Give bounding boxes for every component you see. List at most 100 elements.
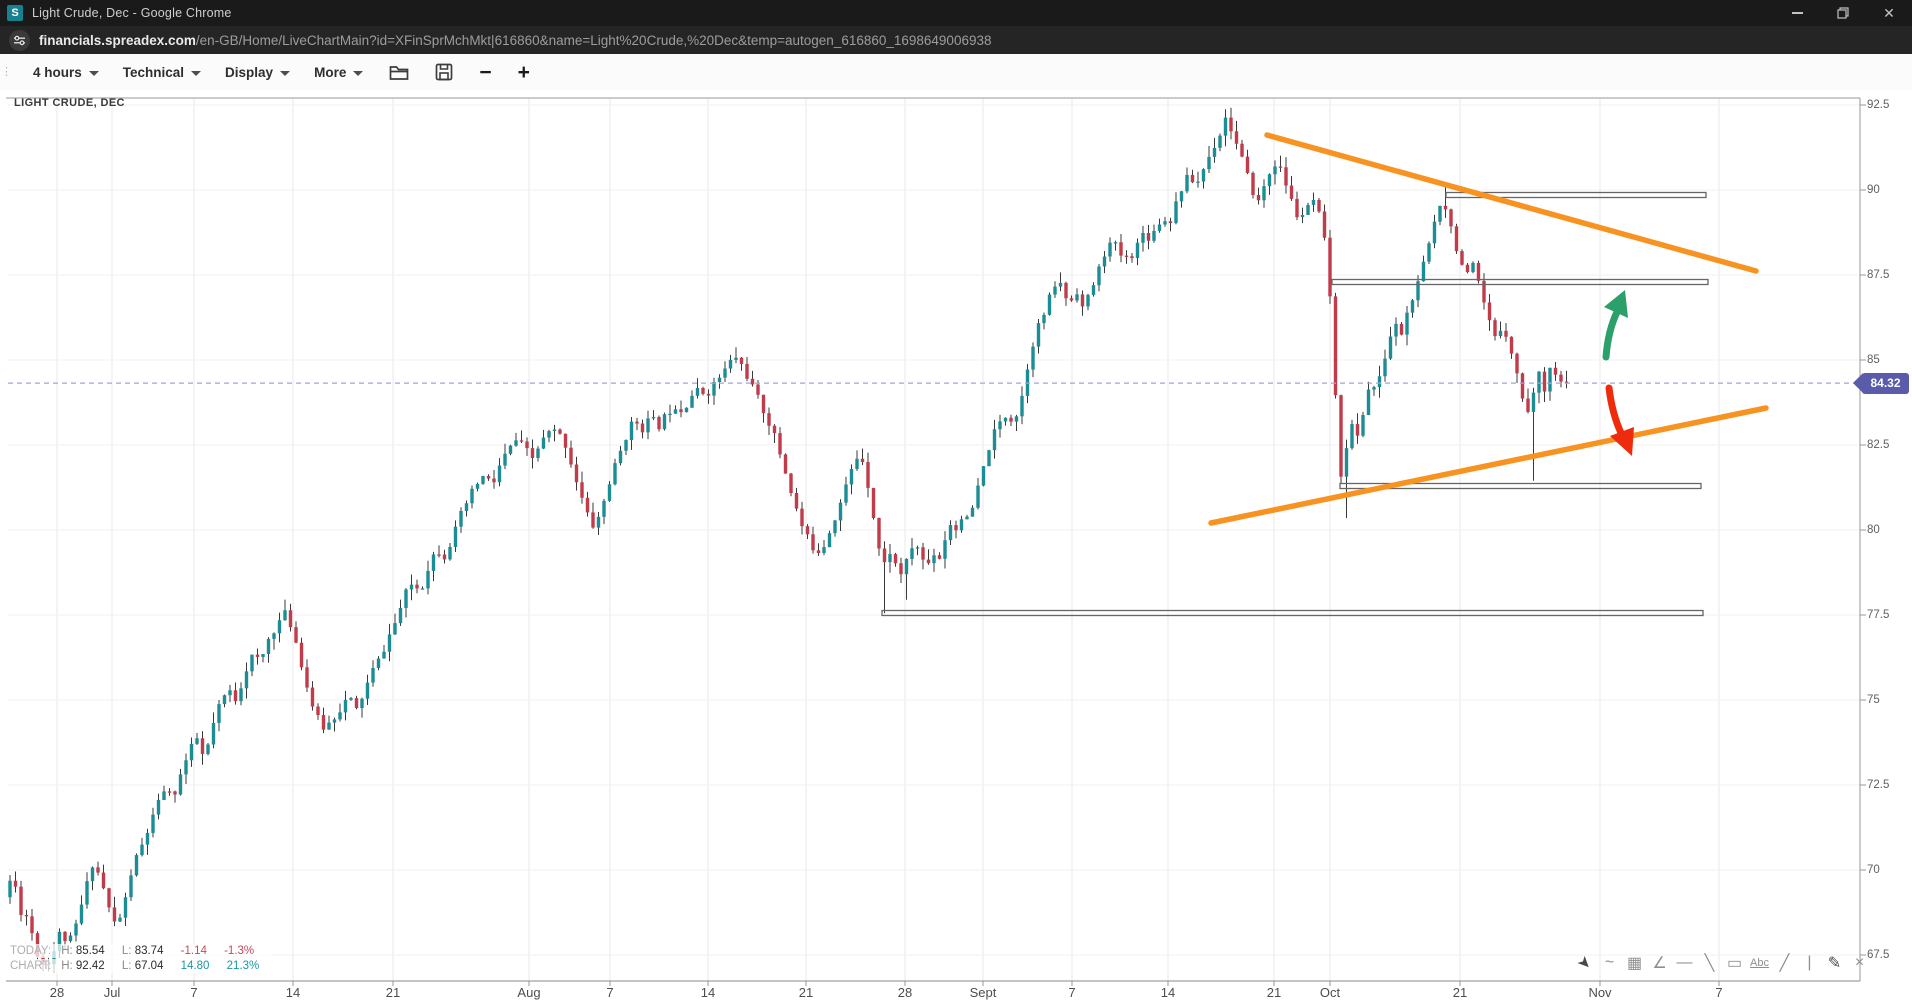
close-button[interactable]: ✕ (1866, 0, 1912, 26)
x-axis-label: 21 (385, 985, 401, 1000)
last-price-value: 84.32 (1870, 376, 1901, 390)
x-axis-label: 7 (1715, 985, 1723, 1000)
x-axis-label: 7 (606, 985, 614, 1000)
y-axis-label: 72.5 (1867, 778, 1890, 791)
today-change-pct: -1.3% (224, 945, 255, 957)
url-path: /en-GB/Home/LiveChartMain?id=XFinSprMchM… (195, 32, 992, 48)
save-chart-button[interactable] (435, 63, 453, 81)
today-low-value: 83.74 (134, 945, 164, 957)
chart-range-pct: 21.3% (226, 960, 260, 972)
level-box (1339, 482, 1702, 490)
x-axis-label: Aug (517, 985, 541, 1000)
drag-handle[interactable]: ⋮ (1, 66, 12, 78)
open-chart-button[interactable] (389, 63, 409, 81)
x-axis-label: 7 (1068, 985, 1076, 1000)
restore-icon (1837, 7, 1849, 19)
grid-tool[interactable]: ▦ (1626, 955, 1643, 972)
curve-tool[interactable]: ~ (1604, 954, 1615, 971)
x-axis-label: 7 (190, 985, 198, 1000)
segment-tool[interactable]: ╲ (1704, 955, 1715, 972)
y-axis-label: 85 (1867, 353, 1880, 366)
x-axis-label: 28 (49, 985, 65, 1000)
trend-fan-tool[interactable]: ∠ (1652, 955, 1667, 972)
high-prefix: H: (61, 960, 73, 972)
site-settings-icon[interactable] (9, 29, 30, 51)
x-axis-label: 21 (1266, 985, 1282, 1000)
x-axis-label: 21 (1452, 985, 1468, 1000)
y-axis-label: 77.5 (1867, 608, 1890, 621)
chart-low-value: 67.04 (134, 960, 164, 972)
chevron-down-icon (88, 70, 99, 76)
low-prefix: L: (121, 960, 132, 972)
y-axis-label: 80 (1867, 523, 1880, 536)
url-text[interactable]: financials.spreadex.com/en-GB/Home/LiveC… (39, 33, 991, 48)
ruler-tool[interactable]: ✎ (1827, 955, 1842, 972)
y-axis-label: 75 (1867, 693, 1880, 706)
close-icon: ✕ (1883, 5, 1895, 21)
chart-high-value: 92.42 (75, 960, 105, 972)
up-arrowhead (1604, 290, 1628, 318)
x-axis-label: 14 (285, 985, 301, 1000)
technical-dropdown[interactable]: Technical (122, 64, 202, 80)
x-axis-label: Oct (1319, 985, 1341, 1000)
clear-drawings-tool[interactable]: × (1854, 954, 1865, 971)
y-axis-label: 70 (1867, 863, 1880, 876)
open-folder-icon (389, 66, 409, 80)
chart-label: CHART: (10, 960, 52, 972)
drawing-toolbar: ➤ ~ ▦ ∠ — ╲ ▭ Abc ╱ | ✎ × (1572, 950, 1872, 976)
zoom-out-button[interactable]: − (479, 60, 492, 84)
instrument-label: LIGHT CRUDE, DEC (14, 97, 125, 109)
address-bar[interactable]: financials.spreadex.com/en-GB/Home/LiveC… (0, 26, 1912, 54)
up-arrow (1602, 308, 1621, 361)
high-prefix: H: (61, 945, 73, 957)
last-price-badge: 84.32 (1853, 372, 1909, 394)
x-axis-label: 21 (798, 985, 814, 1000)
save-icon (435, 63, 453, 81)
level-box (881, 609, 1704, 617)
today-label: TODAY: (10, 945, 52, 957)
x-axis-label: 14 (1160, 985, 1176, 1000)
site-favicon-icon: S (7, 5, 23, 21)
more-dropdown-label: More (314, 64, 347, 80)
minimize-icon (1791, 12, 1803, 14)
level-box (1445, 191, 1707, 199)
window-titlebar: S Light Crude, Dec - Google Chrome ✕ (0, 0, 1912, 26)
timeframe-dropdown[interactable]: 4 hours (33, 65, 99, 80)
candlestick-series (8, 107, 1569, 974)
today-change-value: -1.14 (180, 945, 207, 957)
low-prefix: L: (121, 945, 132, 957)
more-dropdown[interactable]: More (314, 64, 364, 80)
window-title: Light Crude, Dec - Google Chrome (32, 6, 232, 20)
chevron-down-icon (280, 70, 291, 76)
ray-tool[interactable]: ╱ (1779, 955, 1790, 972)
chart-status-row: CHART: H: 92.42 L: 67.04 14.80 21.3% (6, 959, 278, 973)
minimize-button[interactable] (1774, 0, 1820, 26)
chevron-down-icon (191, 70, 202, 76)
vertical-line-tool[interactable]: | (1807, 954, 1812, 971)
rectangle-tool[interactable]: ▭ (1726, 955, 1743, 972)
down-arrow (1605, 384, 1625, 437)
y-axis-label: 67.5 (1867, 948, 1890, 961)
display-dropdown[interactable]: Display (225, 64, 291, 80)
level-box (1331, 278, 1709, 286)
y-axis-label: 90 (1867, 183, 1880, 196)
horizontal-line-tool[interactable]: — (1676, 954, 1693, 971)
trendline (1264, 132, 1759, 274)
technical-dropdown-label: Technical (122, 64, 185, 80)
y-axis-label: 87.5 (1867, 268, 1890, 281)
today-high-value: 85.54 (75, 945, 105, 957)
restore-button[interactable] (1820, 0, 1866, 26)
text-tool[interactable]: Abc (1750, 957, 1769, 969)
y-axis-label: 92.5 (1867, 98, 1890, 111)
timeframe-dropdown-label: 4 hours (33, 64, 82, 80)
x-axis-label: 14 (700, 985, 716, 1000)
zoom-in-button[interactable]: + (517, 60, 530, 84)
favicon-letter: S (11, 7, 19, 19)
x-axis-label: Sept (969, 985, 997, 1000)
display-dropdown-label: Display (225, 64, 274, 80)
down-arrowhead (1610, 427, 1634, 456)
chevron-down-icon (353, 70, 364, 76)
trendline (1208, 405, 1769, 526)
